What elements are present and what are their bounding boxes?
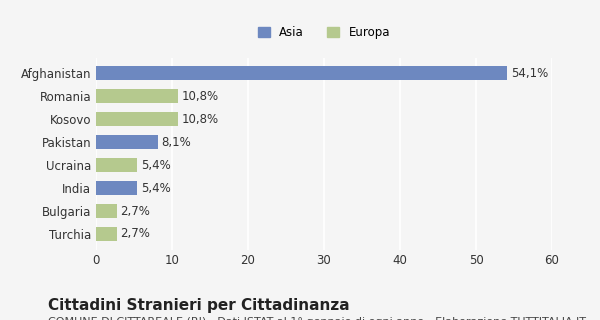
Text: Cittadini Stranieri per Cittadinanza: Cittadini Stranieri per Cittadinanza <box>48 298 350 313</box>
Text: 2,7%: 2,7% <box>121 228 150 241</box>
Bar <box>96 181 137 195</box>
Text: 8,1%: 8,1% <box>161 136 191 148</box>
Bar <box>96 204 116 218</box>
Text: 5,4%: 5,4% <box>141 159 170 172</box>
Bar <box>96 112 178 126</box>
Legend: Asia, Europa: Asia, Europa <box>253 21 395 44</box>
Bar <box>96 89 178 103</box>
Text: 5,4%: 5,4% <box>141 181 170 195</box>
Text: 10,8%: 10,8% <box>182 113 219 126</box>
Bar <box>96 66 507 80</box>
Text: 54,1%: 54,1% <box>511 67 548 80</box>
Bar <box>96 158 137 172</box>
Bar <box>96 135 158 149</box>
Bar <box>96 227 116 241</box>
Text: COMUNE DI CITTAREALE (RI) - Dati ISTAT al 1° gennaio di ogni anno - Elaborazione: COMUNE DI CITTAREALE (RI) - Dati ISTAT a… <box>48 317 586 320</box>
Text: 10,8%: 10,8% <box>182 90 219 103</box>
Text: 2,7%: 2,7% <box>121 204 150 218</box>
